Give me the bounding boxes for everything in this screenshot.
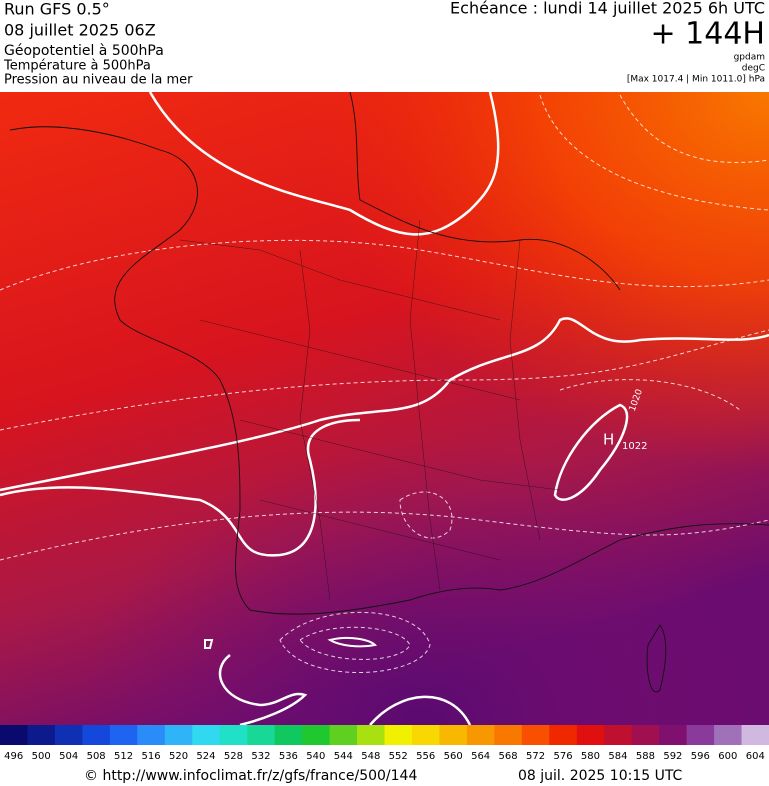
- colorbar-swatch: [466, 725, 495, 745]
- colorbar-swatch: [686, 725, 715, 745]
- field-cold: [0, 92, 769, 725]
- colorbar-swatch: [549, 725, 578, 745]
- coastlines: [9, 92, 769, 693]
- colorbar-label: 568: [499, 751, 518, 762]
- colorbar-label: 596: [691, 751, 710, 762]
- isobar-label: 1022: [622, 441, 647, 452]
- colorbar-swatch: [109, 725, 138, 745]
- colorbar-swatch: [329, 725, 358, 745]
- colorbar-label: 600: [718, 751, 737, 762]
- colorbar-label: 532: [251, 751, 270, 762]
- source: © http://www.infoclimat.fr/z/gfs/france/…: [84, 768, 417, 784]
- colorbar-swatch: [274, 725, 303, 745]
- colorbar-label: 548: [361, 751, 380, 762]
- colorbar-swatch: [411, 725, 440, 745]
- colorbar-swatch: [714, 725, 743, 745]
- colorbar-label: 592: [663, 751, 682, 762]
- colorbar-swatch: [357, 725, 385, 745]
- field: Température à 500hPa: [3, 59, 151, 74]
- colorbar-label: 576: [553, 751, 572, 762]
- pressure-high: H: [603, 431, 614, 449]
- colorbar-swatch: [384, 725, 413, 745]
- colorbar-swatch: [219, 725, 248, 745]
- borders: [179, 219, 561, 601]
- colorbar-label: 508: [87, 751, 106, 762]
- colorbar-label: 584: [608, 751, 627, 762]
- colorbar-label: 588: [636, 751, 655, 762]
- colorbar-swatch: [659, 725, 688, 745]
- colorbar-label: 556: [416, 751, 435, 762]
- header: Run GFS 0.5° 08 juillet 2025 06Z Géopote…: [3, 0, 765, 88]
- colorbar-swatch: [494, 725, 523, 745]
- map: H 1022 1020: [0, 92, 769, 725]
- colorbar-swatch: [576, 725, 605, 745]
- generated-time: 08 juil. 2025 10:15 UTC: [518, 768, 683, 784]
- colorbar: 496 500 504 508 512 516 520 524 528 532 536 540 544 5…: [0, 725, 769, 762]
- colorbar-swatch: [302, 725, 331, 745]
- colorbar-label: 604: [746, 751, 765, 762]
- field: Géopotentiel à 500hPa: [4, 43, 164, 59]
- colorbar-swatch: [137, 725, 166, 745]
- valid-time: Echéance : lundi 14 juillet 2025 6h UTC: [450, 0, 765, 18]
- colorbar-swatch: [439, 725, 468, 745]
- colorbar-label: 528: [224, 751, 243, 762]
- colorbar-swatch: [192, 725, 221, 745]
- temperature-contours: [0, 94, 769, 673]
- colorbar-label: 504: [59, 751, 78, 762]
- lead-time: + 144H: [651, 17, 766, 52]
- colorbar-label: 500: [32, 751, 51, 762]
- colorbar-label: 540: [306, 751, 325, 762]
- colorbar-swatch: [27, 725, 56, 745]
- unit: degC: [742, 64, 765, 74]
- pressure-range: [Max 1017.4 | Min 1011.0] hPa: [627, 75, 765, 85]
- colorbar-swatch: [247, 725, 276, 745]
- colorbar-label: 536: [279, 751, 298, 762]
- colorbar-swatch: [521, 725, 550, 745]
- colorbar-label: 524: [196, 751, 215, 762]
- colorbar-label: 520: [169, 751, 188, 762]
- colorbar-label: 572: [526, 751, 545, 762]
- field: Pression au niveau de la mer: [4, 73, 193, 88]
- colorbar-label: 544: [334, 751, 353, 762]
- run-date: 08 juillet 2025 06Z: [4, 21, 156, 40]
- colorbar-swatch: [631, 725, 660, 745]
- colorbar-label: 552: [389, 751, 408, 762]
- colorbar-label: 512: [114, 751, 133, 762]
- run: Run GFS 0.5°: [4, 0, 110, 19]
- colorbar-swatch: [54, 725, 83, 745]
- colorbar-swatch: [604, 725, 633, 745]
- colorbar-label: 564: [471, 751, 490, 762]
- footer: © http://www.infoclimat.fr/z/gfs/france/…: [84, 768, 683, 784]
- unit: gpdam: [734, 53, 765, 63]
- colorbar-label: 496: [4, 751, 23, 762]
- colorbar-label: 516: [142, 751, 161, 762]
- colorbar-swatch: [741, 725, 769, 745]
- geopotential-contours: [0, 92, 769, 725]
- colorbar-label: 580: [581, 751, 600, 762]
- colorbar-swatch: [82, 725, 111, 745]
- colorbar-swatch: [164, 725, 193, 745]
- colorbar-swatch: [0, 725, 28, 745]
- colorbar-label: 560: [444, 751, 463, 762]
